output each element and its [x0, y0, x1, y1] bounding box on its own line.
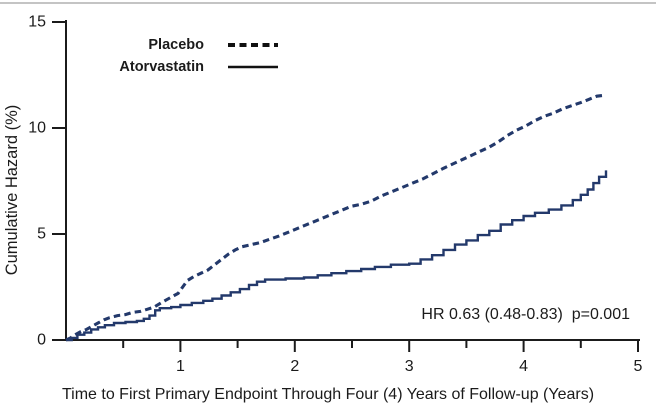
y-tick-label: 5: [37, 226, 46, 243]
y-tick-label: 10: [28, 120, 46, 137]
x-tick-label: 5: [634, 358, 643, 375]
legend-label-atorvastatin: Atorvastatin: [119, 59, 204, 75]
top-divider-rule: [0, 2, 656, 4]
placebo-dashed-line-sample: [228, 43, 278, 47]
x-axis-label: Time to First Primary Endpoint Through F…: [61, 386, 595, 403]
y-tick-label: 0: [37, 332, 46, 349]
x-tick-label: 3: [405, 358, 414, 375]
x-tick-label: 2: [290, 358, 299, 375]
legend-label-placebo: Placebo: [148, 37, 204, 53]
legend: Placebo Atorvastatin: [0, 34, 278, 78]
legend-item-atorvastatin: Atorvastatin: [0, 56, 278, 78]
curve-placebo: [65, 93, 607, 342]
x-tick-label: 1: [176, 358, 185, 375]
x-tick-label: 4: [519, 358, 528, 375]
y-axis-label: Cumulative Hazard (%): [3, 104, 21, 276]
hazard-ratio-annotation: HR 0.63 (0.48-0.83) p=0.001: [421, 306, 630, 323]
legend-item-placebo: Placebo: [0, 34, 278, 56]
y-tick-label: 15: [28, 14, 46, 31]
curve-atorvastatin: [66, 170, 608, 342]
atorvastatin-solid-line-sample: [228, 65, 278, 69]
